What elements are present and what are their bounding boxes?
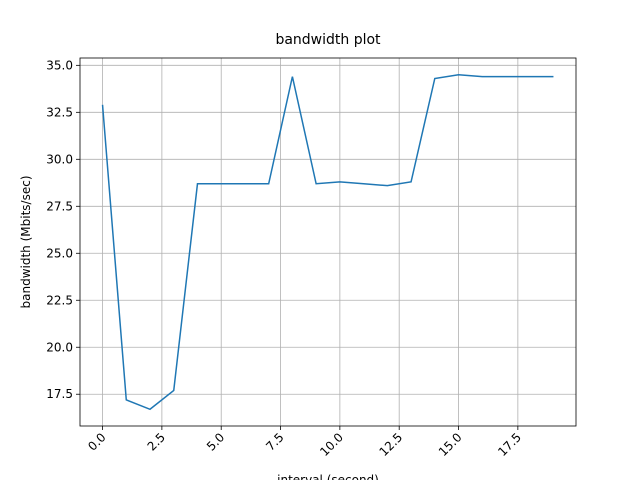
- x-tick-label: 2.5: [145, 430, 168, 453]
- y-tick-label: 35.0: [46, 58, 73, 72]
- line: [101, 73, 554, 411]
- x-tick-label: 7.5: [263, 430, 286, 453]
- x-tick-label: 17.5: [495, 430, 524, 459]
- y-tick-label: 20.0: [46, 340, 73, 354]
- x-tick-label: 12.5: [377, 430, 406, 459]
- x-tick-label: 0.0: [85, 430, 108, 453]
- x-tick-label: 5.0: [204, 430, 227, 453]
- x-axis-label: interval (second): [277, 473, 379, 480]
- x-tick-label: 15.0: [436, 430, 465, 459]
- chart-title: bandwidth plot: [275, 32, 381, 48]
- y-tick-label: 22.5: [46, 293, 73, 307]
- y-tick-label: 32.5: [46, 105, 73, 119]
- plot-frame: [79, 57, 577, 427]
- y-tick-label: 27.5: [46, 199, 73, 213]
- x-tick-label: 10.0: [317, 430, 346, 459]
- y-tick-label: 17.5: [46, 387, 73, 401]
- y-tick-label: 25.0: [46, 246, 73, 260]
- y-axis-label: bandwidth (Mbits/sec): [19, 176, 33, 309]
- y-tick-label: 30.0: [46, 152, 73, 166]
